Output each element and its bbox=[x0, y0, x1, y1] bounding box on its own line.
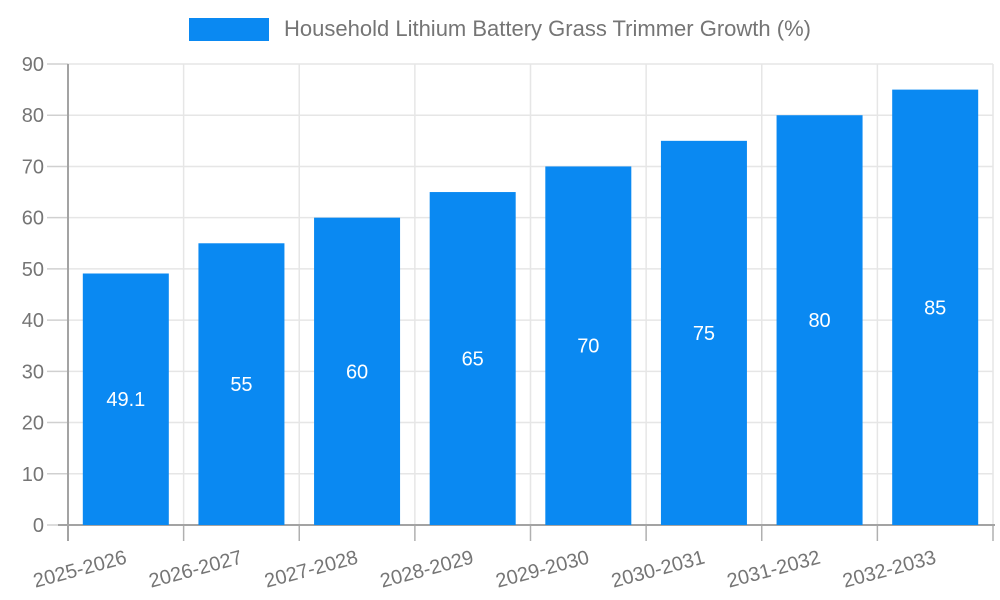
bar-value-label: 75 bbox=[693, 323, 715, 345]
bar-2031-2032[interactable] bbox=[776, 115, 863, 525]
bar-2029-2030[interactable] bbox=[545, 166, 632, 525]
legend[interactable]: Household Lithium Battery Grass Trimmer … bbox=[0, 16, 1000, 42]
y-axis-label: 30 bbox=[22, 361, 44, 383]
y-axis-label: 50 bbox=[22, 259, 44, 281]
bar-2025-2026[interactable] bbox=[82, 273, 169, 525]
y-axis-label: 90 bbox=[22, 54, 44, 76]
x-axis-label: 2028-2029 bbox=[378, 547, 476, 593]
x-axis-label: 2029-2030 bbox=[494, 547, 592, 593]
y-axis-label: 60 bbox=[22, 208, 44, 230]
y-axis-label: 20 bbox=[22, 413, 44, 435]
bar-2028-2029[interactable] bbox=[429, 192, 516, 526]
x-axis-label: 2027-2028 bbox=[262, 547, 360, 593]
y-axis-label: 70 bbox=[22, 156, 44, 178]
bar-2027-2028[interactable] bbox=[314, 217, 401, 525]
legend-swatch[interactable] bbox=[189, 17, 270, 41]
x-axis-label: 2032-2033 bbox=[840, 547, 938, 593]
bar-value-label: 80 bbox=[808, 310, 830, 332]
bar-value-label: 60 bbox=[346, 361, 368, 383]
bar-2032-2033[interactable] bbox=[892, 89, 979, 525]
bar-2026-2027[interactable] bbox=[198, 243, 285, 525]
bar-2030-2031[interactable] bbox=[660, 140, 747, 526]
y-axis-label: 40 bbox=[22, 310, 44, 332]
y-axis-label: 0 bbox=[33, 515, 44, 537]
legend-label[interactable]: Household Lithium Battery Grass Trimmer … bbox=[284, 16, 811, 41]
bar-value-label: 70 bbox=[577, 336, 599, 358]
bar-value-label: 49.1 bbox=[106, 389, 145, 411]
x-axis-label: 2030-2031 bbox=[609, 547, 707, 593]
bar-value-label: 85 bbox=[924, 297, 946, 319]
y-axis-label: 10 bbox=[22, 464, 44, 486]
bar-value-label: 55 bbox=[230, 374, 252, 396]
x-axis-label: 2026-2027 bbox=[147, 547, 245, 593]
bar-value-label: 65 bbox=[462, 349, 484, 371]
x-axis-label: 2031-2032 bbox=[725, 547, 823, 593]
x-axis-label: 2025-2026 bbox=[31, 547, 129, 593]
y-axis-label: 80 bbox=[22, 105, 44, 127]
